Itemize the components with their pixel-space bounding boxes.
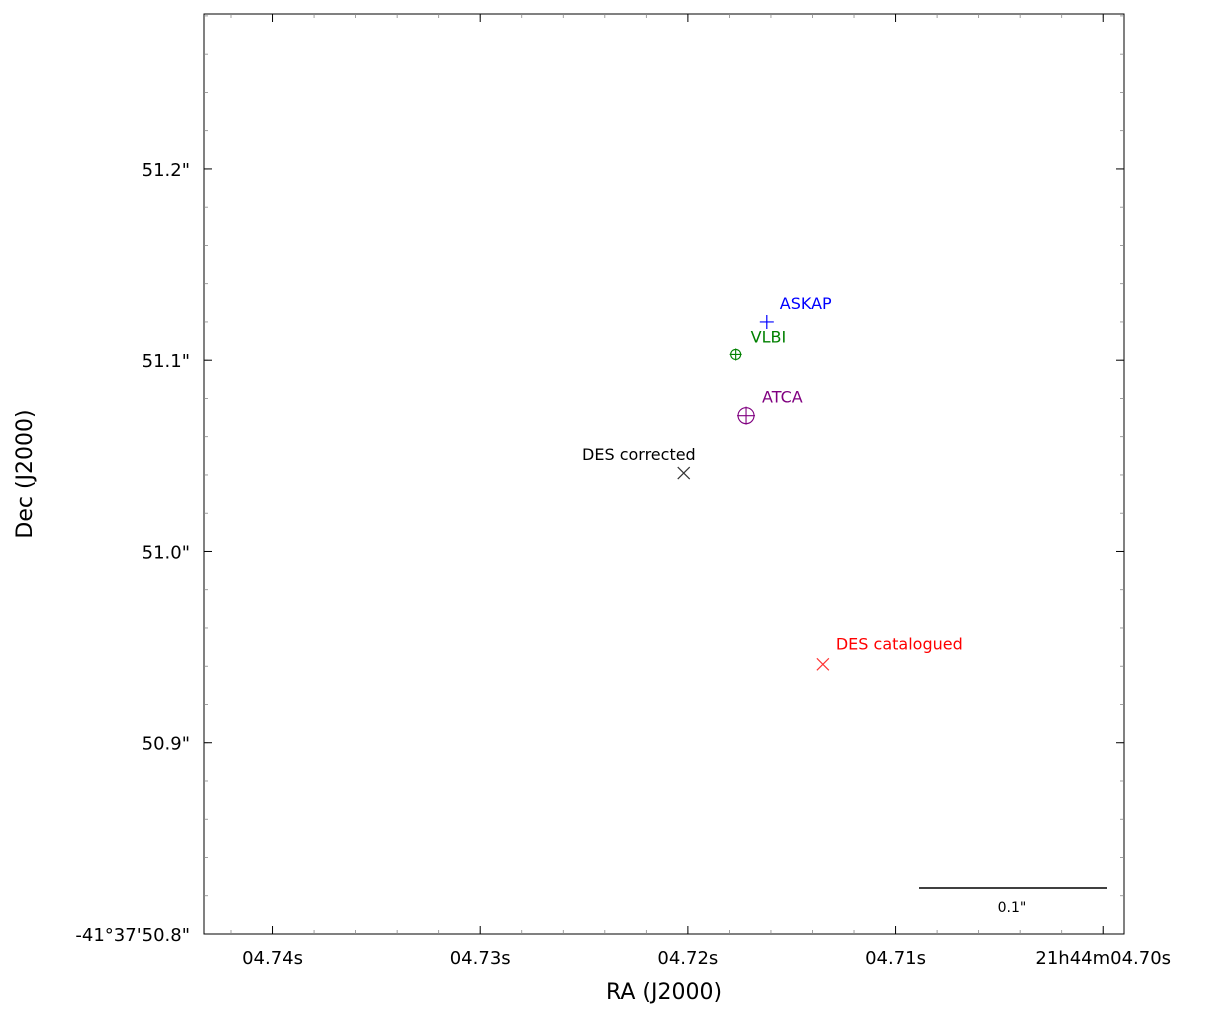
y-tick-label: 50.9" bbox=[142, 734, 190, 755]
vlbi-label: VLBI bbox=[751, 327, 787, 346]
x-tick-label: 04.71s bbox=[865, 948, 926, 969]
askap-label: ASKAP bbox=[780, 294, 832, 313]
x-tick-label: 04.73s bbox=[450, 948, 511, 969]
y-tick-label: 51.2" bbox=[142, 160, 190, 181]
vlbi-marker bbox=[729, 348, 742, 361]
point-labels: DES catalogued DES corrected ATCA VLBI ASKAP bbox=[582, 294, 963, 653]
atca-label: ATCA bbox=[762, 388, 803, 407]
x-tick-label: 21h44m04.70s bbox=[1035, 948, 1171, 969]
atca-marker-cross bbox=[737, 406, 756, 425]
des-corrected-label: DES corrected bbox=[582, 445, 696, 464]
position-markers bbox=[677, 314, 830, 671]
y-axis-label: Dec (J2000) bbox=[13, 409, 38, 538]
x-tick-label: 04.72s bbox=[657, 948, 718, 969]
atca-marker bbox=[737, 406, 756, 425]
des-catalogued-marker bbox=[816, 657, 830, 671]
x-tick-label: 04.74s bbox=[242, 948, 303, 969]
tick-marks bbox=[204, 14, 1124, 935]
scale-bar-label: 0.1" bbox=[998, 900, 1027, 916]
vlbi-marker-cross bbox=[729, 348, 742, 361]
des-corrected-marker bbox=[677, 466, 691, 480]
y-tick-label: 51.0" bbox=[142, 542, 190, 563]
y-tick-label: -41°37'50.8" bbox=[75, 925, 190, 946]
tick-labels: 04.74s 04.73s 04.72s 04.71s 21h44m04.70s -41°… bbox=[75, 160, 1171, 969]
askap-marker bbox=[759, 314, 774, 329]
des-catalogued-label: DES catalogued bbox=[836, 634, 963, 653]
x-axis-label: RA (J2000) bbox=[606, 980, 722, 1005]
plot-frame bbox=[203, 13, 1125, 935]
y-tick-label: 51.1" bbox=[142, 351, 190, 372]
